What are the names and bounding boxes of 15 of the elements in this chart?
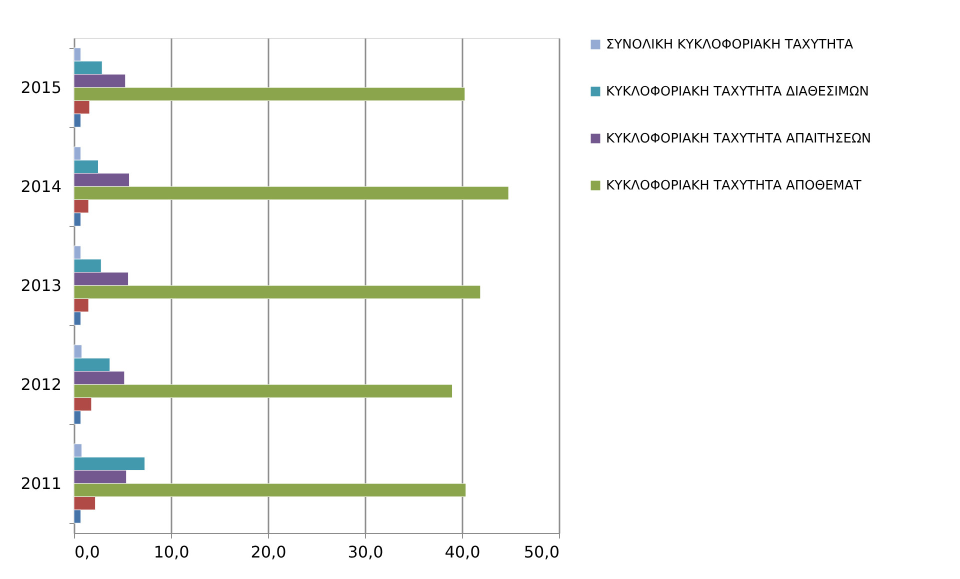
- x-tick-label: 0,0: [74, 542, 100, 562]
- y-tick-label: 2014: [20, 177, 62, 196]
- legend-label: ΚΥΚΛΟΦΟΡΙΑΚΗ ΤΑΧΥΤΗΤΑ ΑΠΑΙΤΗΣΕΩΝ: [606, 132, 872, 146]
- x-tick-label: 20,0: [250, 542, 286, 562]
- x-tick-label: 10,0: [154, 542, 190, 562]
- y-tick-label: 2015: [20, 78, 62, 97]
- x-tick-label: 40,0: [444, 542, 480, 562]
- y-tick-label: 2013: [20, 276, 62, 295]
- x-tick-label: 50,0: [524, 542, 560, 562]
- y-tick-label: 2012: [20, 375, 62, 394]
- legend-label: ΣΥΝΟΛΙΚΗ ΚΥΚΛΟΦΟΡΙΑΚΗ ΤΑΧΥΤΗΤΑ: [606, 38, 854, 52]
- legend-label: ΚΥΚΛΟΦΟΡΙΑΚΗ ΤΑΧΥΤΗΤΑ ΔΙΑΘΕΣΙΜΩΝ: [606, 84, 869, 100]
- y-tick-label: 2011: [20, 474, 62, 493]
- x-tick-label: 30,0: [348, 542, 384, 562]
- legend-label: ΚΥΚΛΟΦΟΡΙΑΚΗ ΤΑΧΥΤΗΤΑ ΑΠΟΘΕΜΑΤ: [606, 178, 862, 194]
